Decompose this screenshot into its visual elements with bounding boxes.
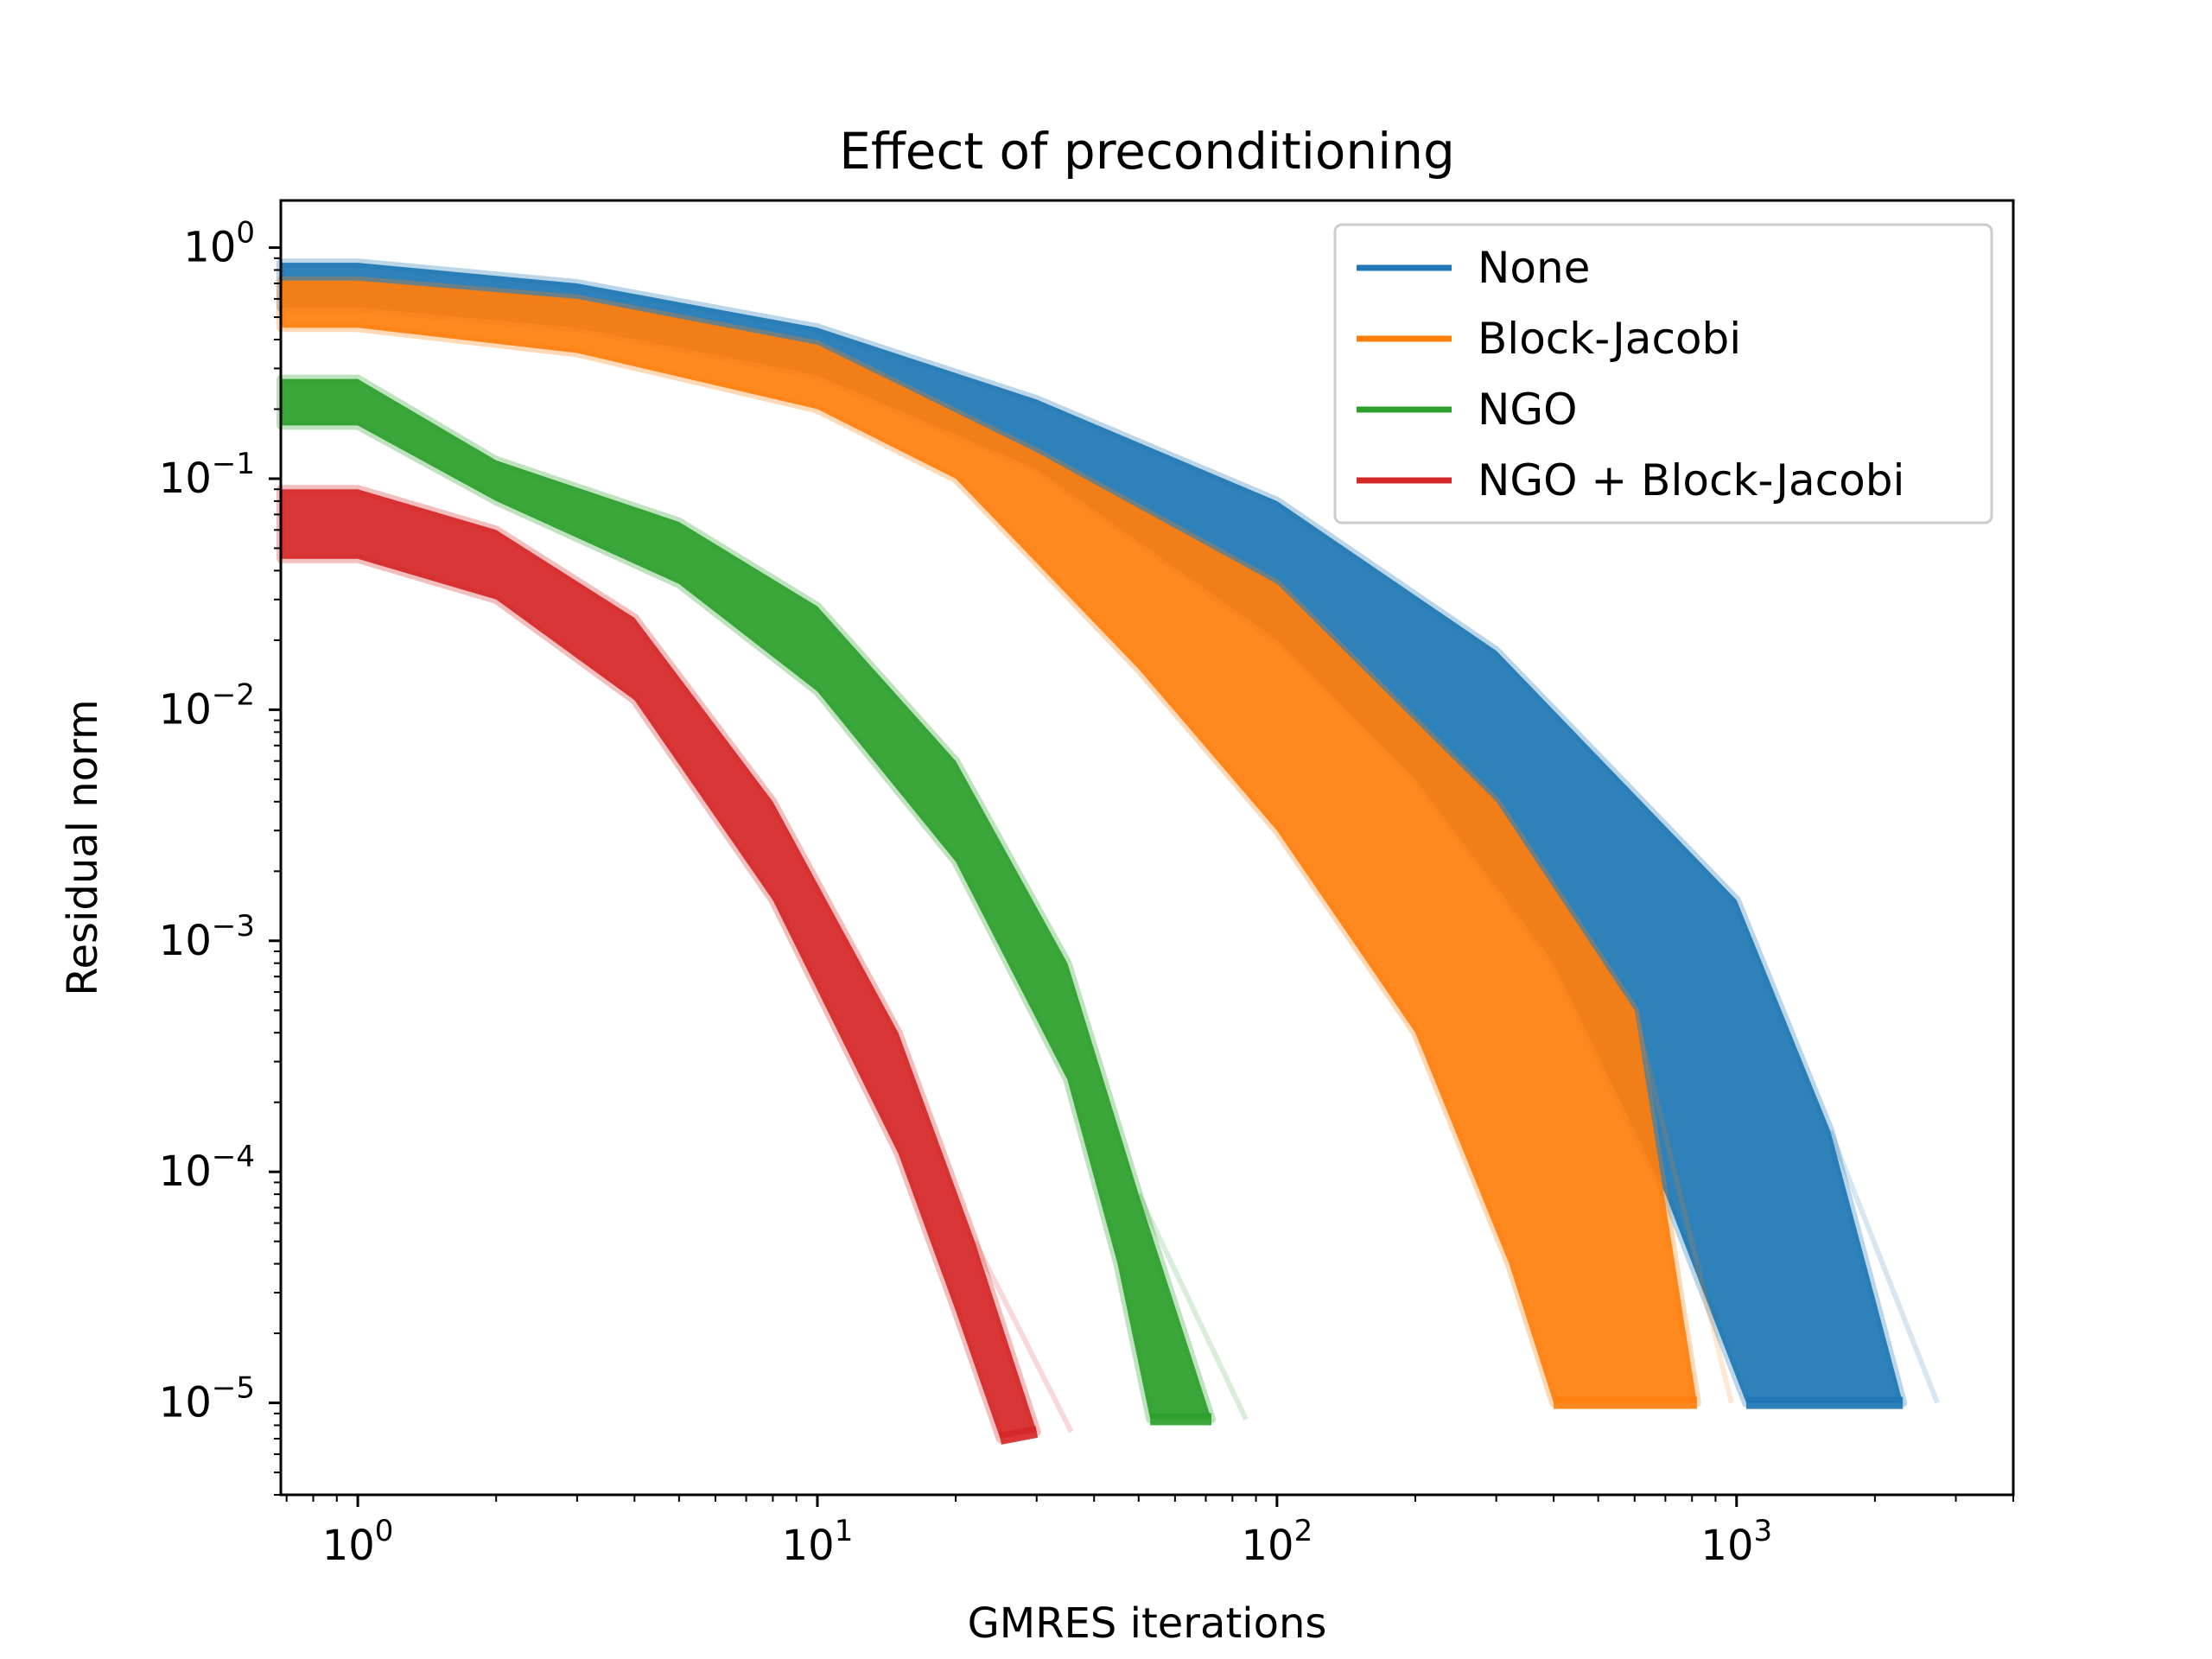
x-axis-ticks: 100 101 102 103 [285, 1495, 2014, 1570]
series-band-area [276, 485, 1041, 1443]
x-tick-label: 103 [1700, 1514, 1772, 1570]
chart-title: Effect of preconditioning [839, 122, 1455, 181]
legend-label: None [1478, 243, 1590, 293]
legend-label: NGO + Block-Jacobi [1478, 455, 1904, 505]
y-tick-label: 10−5 [159, 1371, 255, 1427]
y-tick-label: 10−3 [159, 909, 255, 965]
series-2-band [276, 374, 1249, 1426]
legend-item: NGO + Block-Jacobi [1357, 455, 1904, 505]
y-tick-label: 10−1 [159, 447, 255, 503]
y-tick-label: 10−4 [159, 1140, 255, 1196]
series-strand [1827, 1130, 1940, 1404]
legend-item: Block-Jacobi [1357, 314, 1741, 364]
y-tick-label: 100 [183, 216, 255, 272]
plot-frame [279, 199, 2015, 1497]
y-axis-label: Residual norm [59, 699, 107, 995]
legend: None Block-Jacobi NGO NGO + Block-Jacobi [1333, 223, 1993, 524]
x-axis-label: GMRES iterations [968, 1599, 1327, 1648]
legend-label: NGO [1478, 385, 1578, 435]
y-axis-ticks: 100 10−1 10−2 10−3 10−4 10−5 [159, 216, 281, 1496]
series-bands [276, 258, 1940, 1445]
legend-item: None [1357, 243, 1590, 293]
series-3-band [276, 485, 1074, 1445]
legend-box [1333, 223, 1993, 524]
series-strand [1631, 1009, 1734, 1404]
series-floor [999, 1426, 1039, 1445]
series-1-band [276, 276, 1734, 1409]
x-tick-label: 100 [322, 1514, 394, 1570]
y-tick-label: 10−2 [159, 677, 255, 734]
x-tick-label: 102 [1242, 1514, 1313, 1570]
legend-item: NGO [1357, 385, 1578, 435]
x-tick-label: 101 [782, 1514, 854, 1570]
legend-label: Block-Jacobi [1478, 314, 1741, 364]
series-strand [1136, 1192, 1249, 1421]
series-band-area [276, 276, 1701, 1408]
series-strand [972, 1240, 1074, 1433]
